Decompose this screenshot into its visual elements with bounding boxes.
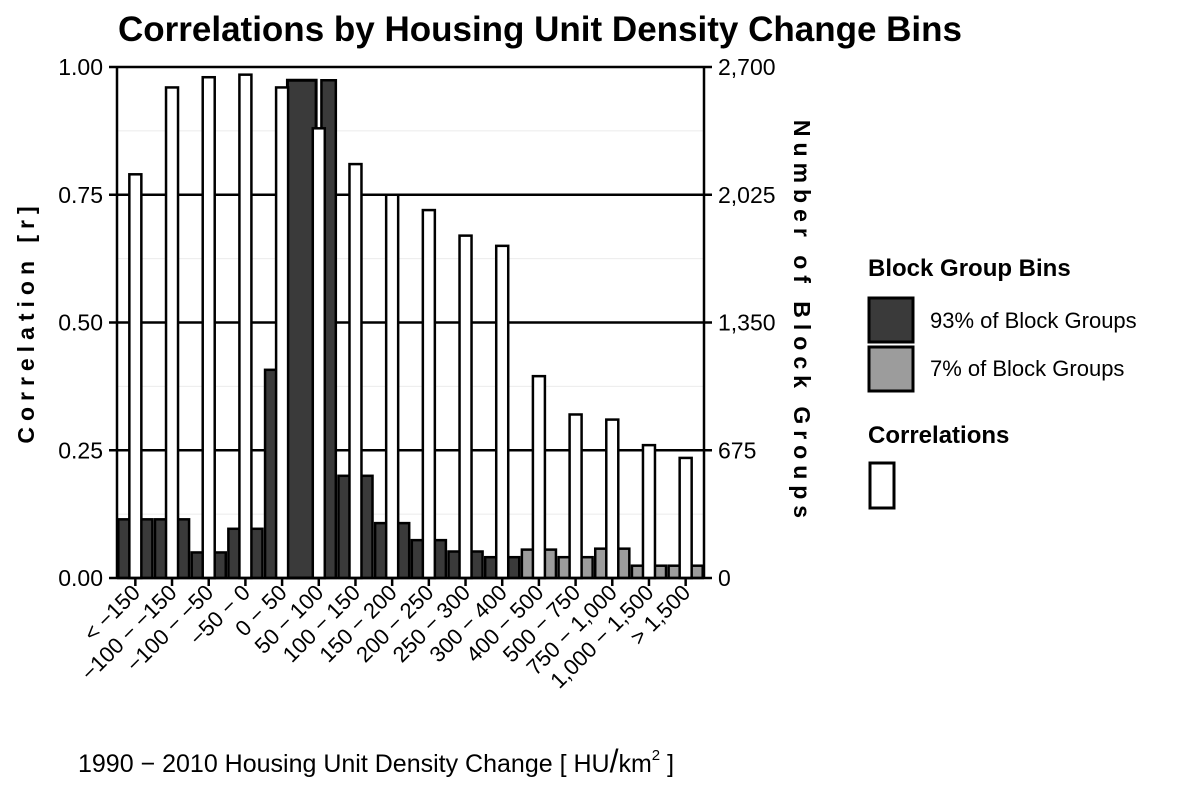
right-tick-label-1: 675 — [718, 437, 756, 463]
legend-bins-title: Block Group Bins — [868, 255, 1071, 282]
corr-bar-3 — [238, 73, 253, 580]
corr-bar-11 — [531, 374, 547, 580]
corr-bar-6 — [348, 162, 363, 580]
x-axis-label-slash: / — [610, 743, 619, 779]
legend: Block Group Bins 93% of Block Groups 7% … — [867, 255, 1137, 510]
left-tick-label-2: 0.50 — [58, 310, 103, 336]
corr-bar-1 — [164, 86, 180, 580]
corr-bar-4 — [274, 86, 290, 580]
x-axis-label-main: 1990 − 2010 Housing Unit Density Change … — [78, 750, 610, 778]
left-tick-label-4: 1.00 — [58, 54, 103, 80]
x-axis-label-sup: 2 — [652, 747, 660, 764]
corr-bar-0 — [128, 173, 143, 580]
x-axis-label-close: ] — [660, 750, 674, 778]
legend-swatch-correlations — [868, 461, 896, 510]
legend-label-93: 93% of Block Groups — [930, 308, 1137, 333]
left-tick-label-3: 0.75 — [58, 182, 103, 208]
chart-title: Correlations by Housing Unit Density Cha… — [118, 10, 962, 49]
left-tick-label-1: 0.25 — [58, 437, 103, 463]
corr-bar-13 — [605, 418, 620, 580]
corr-bar-5 — [311, 127, 327, 580]
corr-bar-15 — [678, 456, 693, 580]
corr-bar-2 — [201, 75, 216, 580]
right-tick-label-0: 0 — [718, 565, 731, 591]
y-axis-right-label: Number of Block Groups — [789, 120, 815, 524]
legend-corr-title: Correlations — [868, 422, 1009, 449]
corr-bar-7 — [384, 193, 400, 580]
x-axis-label: 1990 − 2010 Housing Unit Density Change … — [78, 743, 674, 779]
y-axis-left-label: Correlation [r] — [13, 200, 39, 443]
right-tick-label-2: 1,350 — [718, 310, 776, 336]
right-tick-label-3: 2,025 — [718, 182, 776, 208]
corr-bar-9 — [458, 234, 473, 580]
corr-bar-8 — [421, 208, 437, 580]
corr-bar-10 — [494, 244, 510, 580]
left-tick-label-0: 0.00 — [58, 565, 103, 591]
right-tick-label-4: 2,700 — [718, 54, 776, 80]
corr-bar-12 — [568, 413, 583, 580]
legend-label-7: 7% of Block Groups — [930, 356, 1124, 381]
legend-swatch-93 — [867, 296, 915, 344]
bars-layer — [117, 73, 704, 580]
corr-bar-14 — [641, 443, 657, 580]
x-axis-label-unit: km — [618, 750, 651, 778]
legend-swatch-7 — [867, 345, 915, 393]
